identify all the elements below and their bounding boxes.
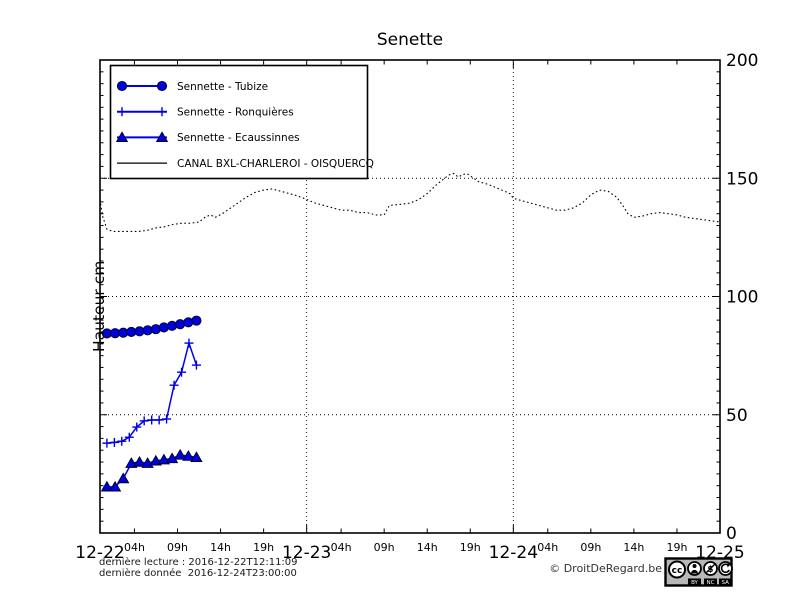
triangle-marker [108, 480, 122, 492]
tubize-series [101, 315, 202, 339]
cc-sa-label: SA [722, 580, 730, 586]
canal-series [99, 172, 721, 233]
triangle-marker [182, 450, 195, 461]
x-hour-label: 19h [253, 541, 274, 554]
x-day-label: 12-22 [75, 543, 124, 563]
x-hour-label: 14h [417, 541, 438, 554]
legend-entry-ronquieres: Sennette - Ronquières [117, 107, 294, 119]
legend-entry-ecaussinnes: Sennette - Ecaussinnes [115, 131, 300, 144]
canal-line [99, 172, 721, 233]
circle-marker [156, 80, 168, 92]
cc-icon: cc [668, 560, 686, 579]
legend-label: Sennette - Ronquières [177, 107, 294, 119]
x-hour-label: 14h [623, 541, 644, 554]
cc-badge-labels: BY NC SA [688, 578, 732, 586]
footer-last-reading: dernière lecture : 2016-12-22T12:11:09 [99, 557, 298, 568]
footer-last-data: dernière donnée 2016-12-24T23:00:00 [99, 568, 297, 579]
circle-marker [150, 324, 161, 335]
ronquieres-line [106, 340, 198, 444]
copyright-text: © DroitDeRegard.be [549, 562, 662, 575]
circle-marker [191, 315, 202, 326]
x-day-label: 12-24 [489, 543, 538, 563]
svg-text:cc: cc [672, 566, 683, 576]
y-tick-label: 0 [726, 524, 737, 544]
triangle-marker [115, 131, 129, 143]
y-tick-label: 150 [726, 169, 758, 189]
circle-marker [116, 80, 128, 92]
chart-title: Senette [376, 30, 444, 50]
legend: Sennette - Tubize Sennette - Ronquières Se… [109, 64, 374, 180]
x-hour-label: 09h [580, 541, 601, 554]
legend-entry-tubize: Sennette - Tubize [116, 80, 268, 93]
cc-by-label: BY [691, 580, 698, 586]
legend-label: Sennette - Ecaussinnes [177, 132, 300, 144]
cc-nc-label: NC [707, 580, 715, 586]
x-hour-label: 09h [374, 541, 395, 554]
legend-label: Sennette - Tubize [177, 81, 268, 93]
ecaussinnes-series [100, 448, 203, 492]
circle-marker [183, 317, 194, 328]
y-tick-label: 100 [726, 288, 758, 308]
legend-box [109, 64, 369, 180]
legend-entry-canal: CANAL BXL-CHARLEROI - OISQUERCQ [117, 158, 374, 170]
x-hour-label: 14h [210, 541, 231, 554]
y-tick-label: 50 [726, 406, 748, 426]
y-axis-label: Hauteur cm [90, 260, 108, 352]
legend-label: CANAL BXL-CHARLEROI - OISQUERCQ [177, 158, 374, 170]
x-hour-label: 04h [124, 541, 145, 554]
circle-marker [142, 325, 153, 336]
gridlines [100, 60, 720, 533]
sa-icon [718, 561, 733, 576]
triangle-marker [149, 454, 162, 466]
triangle-marker [125, 457, 138, 468]
svg-text:$: $ [708, 565, 714, 575]
triangle-marker [173, 448, 187, 460]
triangle-marker [133, 455, 146, 467]
cc-license-badge: cc $ BY NC SA [664, 557, 733, 587]
by-icon [687, 561, 702, 576]
triangle-marker [117, 472, 130, 484]
x-hour-label: 04h [537, 541, 558, 554]
triangle-marker [155, 131, 169, 143]
circle-marker [167, 320, 178, 331]
triangle-marker [165, 452, 179, 464]
circle-marker [158, 322, 169, 333]
ronquieres-series [102, 338, 201, 448]
triangle-marker [100, 480, 114, 492]
x-hour-label: 19h [666, 541, 687, 554]
circle-marker [175, 319, 186, 330]
x-hour-label: 09h [167, 541, 188, 554]
y-tick-label: 200 [726, 51, 758, 71]
nc-icon: $ [703, 561, 718, 576]
x-day-label: 12-23 [282, 543, 331, 563]
x-hour-label: 04h [331, 541, 352, 554]
x-hour-label: 19h [460, 541, 481, 554]
triangle-marker [190, 451, 203, 462]
triangle-marker [157, 453, 171, 465]
